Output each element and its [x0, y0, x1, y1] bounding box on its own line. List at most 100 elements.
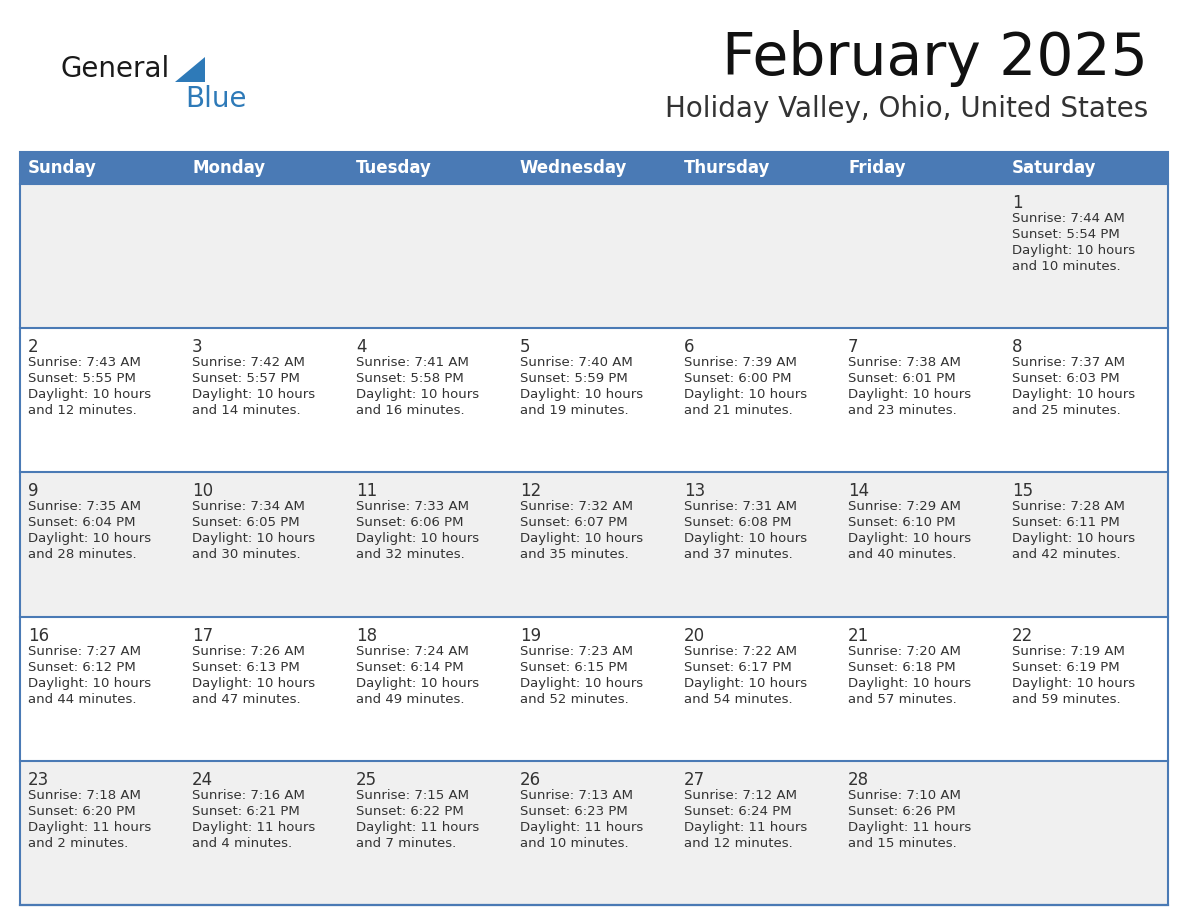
- Text: and 37 minutes.: and 37 minutes.: [684, 548, 792, 562]
- Text: Sunset: 6:24 PM: Sunset: 6:24 PM: [684, 805, 791, 818]
- Text: Sunset: 6:07 PM: Sunset: 6:07 PM: [520, 517, 627, 530]
- Text: and 30 minutes.: and 30 minutes.: [192, 548, 301, 562]
- Text: Daylight: 10 hours: Daylight: 10 hours: [29, 388, 151, 401]
- Text: 2: 2: [29, 338, 39, 356]
- Text: Sunrise: 7:32 AM: Sunrise: 7:32 AM: [520, 500, 633, 513]
- Text: Sunrise: 7:13 AM: Sunrise: 7:13 AM: [520, 789, 633, 801]
- Text: Sunrise: 7:16 AM: Sunrise: 7:16 AM: [192, 789, 305, 801]
- Text: Sunset: 5:54 PM: Sunset: 5:54 PM: [1012, 228, 1120, 241]
- Text: Daylight: 10 hours: Daylight: 10 hours: [520, 677, 643, 689]
- Text: and 42 minutes.: and 42 minutes.: [1012, 548, 1120, 562]
- Text: 13: 13: [684, 482, 706, 500]
- Text: Daylight: 10 hours: Daylight: 10 hours: [356, 532, 479, 545]
- Text: Sunrise: 7:10 AM: Sunrise: 7:10 AM: [848, 789, 961, 801]
- Text: 20: 20: [684, 627, 706, 644]
- Text: Sunrise: 7:18 AM: Sunrise: 7:18 AM: [29, 789, 141, 801]
- Text: Sunset: 5:59 PM: Sunset: 5:59 PM: [520, 372, 627, 386]
- Text: Daylight: 10 hours: Daylight: 10 hours: [684, 388, 807, 401]
- Text: Daylight: 11 hours: Daylight: 11 hours: [356, 821, 479, 834]
- Text: Daylight: 10 hours: Daylight: 10 hours: [684, 532, 807, 545]
- Text: Daylight: 10 hours: Daylight: 10 hours: [848, 677, 971, 689]
- Text: Sunset: 6:23 PM: Sunset: 6:23 PM: [520, 805, 627, 818]
- Text: Sunrise: 7:43 AM: Sunrise: 7:43 AM: [29, 356, 141, 369]
- Text: Sunday: Sunday: [29, 159, 97, 177]
- Text: Sunrise: 7:26 AM: Sunrise: 7:26 AM: [192, 644, 305, 657]
- Text: Daylight: 10 hours: Daylight: 10 hours: [356, 388, 479, 401]
- Text: Sunrise: 7:31 AM: Sunrise: 7:31 AM: [684, 500, 797, 513]
- Text: Sunrise: 7:44 AM: Sunrise: 7:44 AM: [1012, 212, 1125, 225]
- Text: 23: 23: [29, 771, 49, 789]
- Text: and 19 minutes.: and 19 minutes.: [520, 404, 628, 417]
- Text: Sunset: 5:57 PM: Sunset: 5:57 PM: [192, 372, 299, 386]
- Bar: [20, 184, 1168, 329]
- Text: 28: 28: [848, 771, 870, 789]
- Text: 27: 27: [684, 771, 706, 789]
- Text: Daylight: 10 hours: Daylight: 10 hours: [1012, 677, 1135, 689]
- Text: Sunrise: 7:38 AM: Sunrise: 7:38 AM: [848, 356, 961, 369]
- Text: 16: 16: [29, 627, 49, 644]
- Text: Friday: Friday: [848, 159, 905, 177]
- Text: 8: 8: [1012, 338, 1023, 356]
- Text: Sunrise: 7:34 AM: Sunrise: 7:34 AM: [192, 500, 305, 513]
- Text: 18: 18: [356, 627, 377, 644]
- Text: Daylight: 10 hours: Daylight: 10 hours: [192, 677, 315, 689]
- Text: Daylight: 10 hours: Daylight: 10 hours: [520, 532, 643, 545]
- Text: 24: 24: [192, 771, 213, 789]
- Text: Daylight: 10 hours: Daylight: 10 hours: [1012, 244, 1135, 257]
- Text: Sunset: 6:05 PM: Sunset: 6:05 PM: [192, 517, 299, 530]
- Text: and 15 minutes.: and 15 minutes.: [848, 837, 956, 850]
- Text: 25: 25: [356, 771, 377, 789]
- Text: Sunset: 6:12 PM: Sunset: 6:12 PM: [29, 661, 135, 674]
- Text: Sunset: 6:14 PM: Sunset: 6:14 PM: [356, 661, 463, 674]
- Text: Sunset: 6:03 PM: Sunset: 6:03 PM: [1012, 372, 1119, 386]
- Text: 1: 1: [1012, 194, 1023, 212]
- Text: Sunset: 5:58 PM: Sunset: 5:58 PM: [356, 372, 463, 386]
- Text: Daylight: 11 hours: Daylight: 11 hours: [520, 821, 643, 834]
- Text: Sunset: 6:20 PM: Sunset: 6:20 PM: [29, 805, 135, 818]
- Text: Tuesday: Tuesday: [356, 159, 432, 177]
- Text: Daylight: 11 hours: Daylight: 11 hours: [192, 821, 315, 834]
- Text: Daylight: 10 hours: Daylight: 10 hours: [848, 532, 971, 545]
- Text: Blue: Blue: [185, 85, 246, 113]
- Text: and 16 minutes.: and 16 minutes.: [356, 404, 465, 417]
- Text: Thursday: Thursday: [684, 159, 770, 177]
- Text: and 49 minutes.: and 49 minutes.: [356, 692, 465, 706]
- Text: Sunrise: 7:23 AM: Sunrise: 7:23 AM: [520, 644, 633, 657]
- Text: and 23 minutes.: and 23 minutes.: [848, 404, 956, 417]
- Text: Sunset: 6:01 PM: Sunset: 6:01 PM: [848, 372, 955, 386]
- Text: and 28 minutes.: and 28 minutes.: [29, 548, 137, 562]
- Text: Sunset: 6:21 PM: Sunset: 6:21 PM: [192, 805, 299, 818]
- Text: 26: 26: [520, 771, 541, 789]
- Text: Sunset: 6:04 PM: Sunset: 6:04 PM: [29, 517, 135, 530]
- Text: Sunrise: 7:40 AM: Sunrise: 7:40 AM: [520, 356, 633, 369]
- Text: Sunrise: 7:22 AM: Sunrise: 7:22 AM: [684, 644, 797, 657]
- Text: and 10 minutes.: and 10 minutes.: [1012, 260, 1120, 273]
- Text: Sunset: 5:55 PM: Sunset: 5:55 PM: [29, 372, 135, 386]
- Text: February 2025: February 2025: [722, 30, 1148, 87]
- Text: Sunrise: 7:39 AM: Sunrise: 7:39 AM: [684, 356, 797, 369]
- Text: Sunrise: 7:42 AM: Sunrise: 7:42 AM: [192, 356, 305, 369]
- Text: and 12 minutes.: and 12 minutes.: [29, 404, 137, 417]
- Text: Sunrise: 7:19 AM: Sunrise: 7:19 AM: [1012, 644, 1125, 657]
- Text: and 2 minutes.: and 2 minutes.: [29, 837, 128, 850]
- Text: Wednesday: Wednesday: [520, 159, 627, 177]
- Text: General: General: [61, 55, 169, 83]
- Text: 19: 19: [520, 627, 541, 644]
- Text: Daylight: 10 hours: Daylight: 10 hours: [1012, 532, 1135, 545]
- Text: 21: 21: [848, 627, 870, 644]
- Text: 4: 4: [356, 338, 367, 356]
- Bar: [20, 329, 1168, 473]
- Text: Sunset: 6:08 PM: Sunset: 6:08 PM: [684, 517, 791, 530]
- Text: Sunrise: 7:33 AM: Sunrise: 7:33 AM: [356, 500, 469, 513]
- Text: and 47 minutes.: and 47 minutes.: [192, 692, 301, 706]
- Text: Daylight: 11 hours: Daylight: 11 hours: [684, 821, 808, 834]
- Text: and 4 minutes.: and 4 minutes.: [192, 837, 292, 850]
- Bar: [20, 617, 1168, 761]
- Text: Daylight: 10 hours: Daylight: 10 hours: [29, 532, 151, 545]
- Text: Monday: Monday: [192, 159, 265, 177]
- Text: Sunset: 6:06 PM: Sunset: 6:06 PM: [356, 517, 463, 530]
- Text: and 44 minutes.: and 44 minutes.: [29, 692, 137, 706]
- Text: 5: 5: [520, 338, 531, 356]
- Text: Sunset: 6:10 PM: Sunset: 6:10 PM: [848, 517, 955, 530]
- Text: and 40 minutes.: and 40 minutes.: [848, 548, 956, 562]
